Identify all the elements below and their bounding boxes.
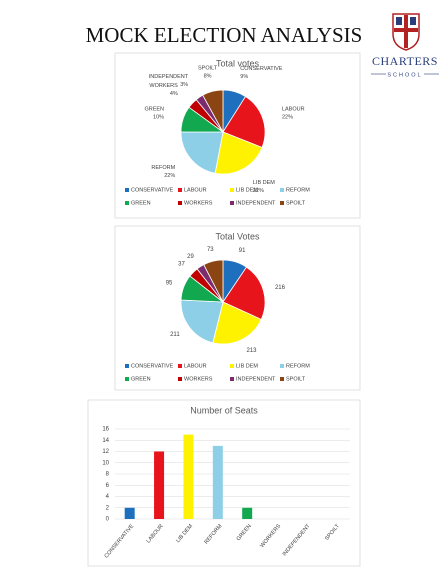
logo-quarter (410, 17, 416, 25)
bar (242, 507, 253, 519)
chart-title: Total votes (216, 58, 260, 68)
chart-title: Total Votes (215, 231, 260, 241)
pie-slice (212, 301, 262, 345)
legend-label: CONSERVATIVE (131, 187, 174, 193)
pie-slice (202, 89, 224, 133)
legend-label: LABOUR (184, 187, 207, 193)
legend-swatch (125, 364, 129, 368)
bar (212, 445, 223, 519)
chart-title: Number of Seats (190, 405, 258, 415)
pie-slice (180, 131, 224, 174)
legend-label: REFORM (286, 363, 310, 369)
bar (124, 507, 135, 519)
data-label: 213 (246, 348, 257, 354)
legend-label: INDEPENDENT (236, 376, 276, 382)
data-label-name: LIB DEM (253, 180, 275, 186)
data-label-name: GREEN (144, 106, 164, 112)
legend-swatch (280, 188, 284, 192)
pie-slice (214, 131, 263, 175)
y-tick-label: 10 (102, 460, 109, 466)
y-tick-label: 4 (106, 494, 110, 500)
data-label: 22% (253, 188, 264, 194)
legend-swatch (280, 201, 284, 205)
data-label: 8% (204, 73, 212, 79)
legend-label: WORKERS (184, 376, 213, 382)
legend-label: GREEN (131, 376, 151, 382)
legend-label: INDEPENDENT (236, 200, 276, 206)
page-title: MOCK ELECTION ANALYSIS (86, 23, 363, 47)
data-label: 95 (166, 281, 173, 287)
bar (183, 434, 194, 519)
data-label-name: WORKERS (149, 83, 178, 89)
data-label: 22% (282, 114, 293, 120)
pie-slice (222, 95, 266, 148)
logo-sub: SCHOOL (387, 72, 422, 78)
data-label-name: INDEPENDENT (149, 74, 189, 80)
data-label-name: LABOUR (282, 106, 305, 112)
y-tick-label: 6 (106, 483, 110, 489)
data-label-name: CONSERVATIVE (240, 66, 283, 72)
data-label: 91 (239, 248, 246, 254)
legend-label: CONSERVATIVE (131, 363, 174, 369)
legend-swatch (125, 201, 129, 205)
legend-swatch (230, 201, 234, 205)
legend-swatch (178, 201, 182, 205)
y-tick-label: 8 (106, 472, 110, 478)
legend-swatch (125, 188, 129, 192)
legend-label: REFORM (286, 187, 310, 193)
legend-label: SPOILT (286, 376, 306, 382)
y-tick-label: 0 (106, 517, 110, 523)
y-tick-label: 14 (102, 438, 109, 444)
legend-swatch (178, 364, 182, 368)
data-label: 22% (164, 173, 175, 179)
data-label: 3% (180, 82, 188, 88)
legend-swatch (178, 188, 182, 192)
data-label: 73 (207, 247, 214, 253)
data-label: 211 (170, 332, 180, 338)
data-label: 29 (187, 254, 194, 260)
legend-swatch (280, 377, 284, 381)
data-label-name: REFORM (151, 165, 175, 171)
data-label: 216 (275, 285, 286, 291)
y-tick-label: 12 (102, 449, 109, 455)
y-tick-label: 16 (102, 427, 109, 433)
bar (154, 451, 165, 519)
legend-swatch (125, 377, 129, 381)
legend-label: WORKERS (184, 200, 213, 206)
y-tick-label: 2 (106, 505, 110, 511)
data-label: 4% (170, 91, 178, 97)
legend-swatch (230, 364, 234, 368)
pie-slice (180, 299, 224, 344)
legend-swatch (230, 377, 234, 381)
legend-swatch (178, 377, 182, 381)
data-label: 9% (240, 74, 248, 80)
data-label: 37 (178, 261, 185, 267)
pie-slice (203, 259, 224, 303)
legend-label: SPOILT (286, 200, 306, 206)
legend-swatch (280, 364, 284, 368)
legend-label: LABOUR (184, 363, 207, 369)
chart-frame (87, 399, 361, 567)
data-label-name: SPOILT (198, 65, 218, 71)
data-label: 10% (153, 114, 164, 120)
legend-swatch (230, 188, 234, 192)
legend-label: LIB DEM (236, 187, 258, 193)
legend-label: LIB DEM (236, 363, 258, 369)
logo-quarter (396, 17, 402, 25)
logo-name: CHARTERS (372, 54, 438, 68)
logo-cross (394, 28, 418, 32)
legend-label: GREEN (131, 200, 151, 206)
logo: CHARTERS SCHOOL (371, 13, 439, 78)
